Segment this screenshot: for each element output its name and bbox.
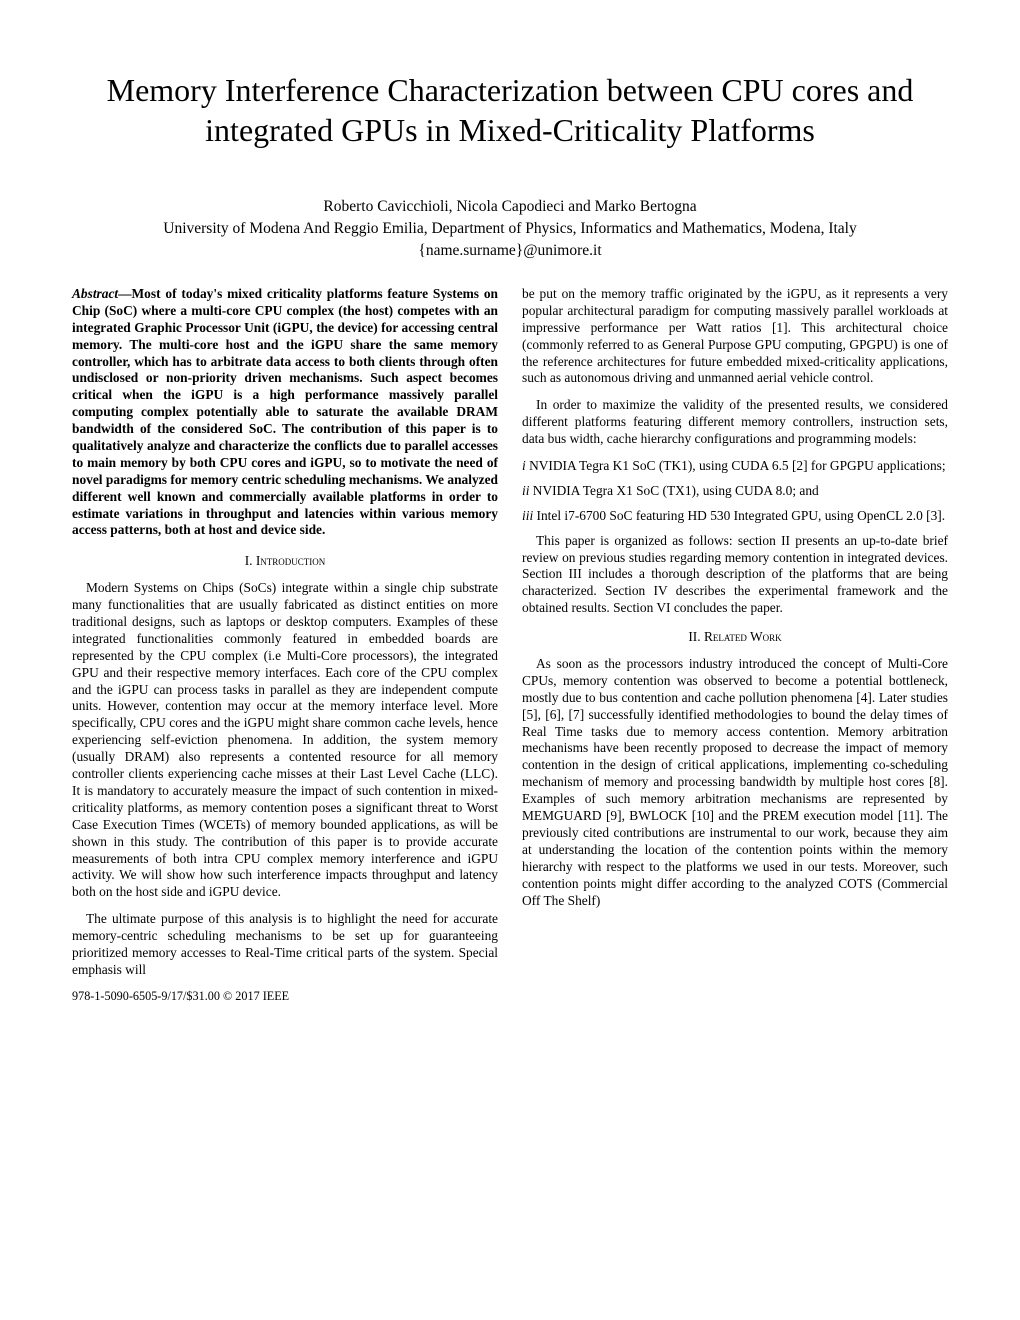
- related-paragraph-1: As soon as the processors industry intro…: [522, 656, 948, 909]
- col2-paragraph-3: This paper is organized as follows: sect…: [522, 533, 948, 617]
- platform-item-i: i NVIDIA Tegra K1 SoC (TK1), using CUDA …: [522, 458, 948, 475]
- two-column-body: Abstract—Most of today's mixed criticali…: [72, 286, 948, 1004]
- abstract-block: Abstract—Most of today's mixed criticali…: [72, 286, 498, 539]
- section-2-heading: II. Related Work: [522, 629, 948, 646]
- roman-iii: iii: [522, 508, 533, 523]
- platform-ii-text: NVIDIA Tegra X1 SoC (TX1), using CUDA 8.…: [529, 483, 818, 498]
- platform-item-ii: ii NVIDIA Tegra X1 SoC (TX1), using CUDA…: [522, 483, 948, 500]
- platform-iii-text: Intel i7-6700 SoC featuring HD 530 Integ…: [533, 508, 945, 523]
- col2-paragraph-2: In order to maximize the validity of the…: [522, 397, 948, 448]
- col2-paragraph-1: be put on the memory traffic originated …: [522, 286, 948, 387]
- intro-paragraph-1: Modern Systems on Chips (SoCs) integrate…: [72, 580, 498, 901]
- platform-item-iii: iii Intel i7-6700 SoC featuring HD 530 I…: [522, 508, 948, 525]
- platform-i-text: NVIDIA Tegra K1 SoC (TK1), using CUDA 6.…: [526, 458, 946, 473]
- abstract-text: —Most of today's mixed criticality platf…: [72, 286, 498, 537]
- section-1-heading: I. Introduction: [72, 553, 498, 570]
- paper-title: Memory Interference Characterization bet…: [72, 70, 948, 150]
- authors-line: Roberto Cavicchioli, Nicola Capodieci an…: [72, 198, 948, 216]
- intro-paragraph-2: The ultimate purpose of this analysis is…: [72, 911, 498, 979]
- email-line: {name.surname}@unimore.it: [72, 242, 948, 260]
- copyright-footer: 978-1-5090-6505-9/17/$31.00 © 2017 IEEE: [72, 989, 498, 1004]
- affiliation-line: University of Modena And Reggio Emilia, …: [72, 220, 948, 238]
- abstract-label: Abstract: [72, 286, 118, 301]
